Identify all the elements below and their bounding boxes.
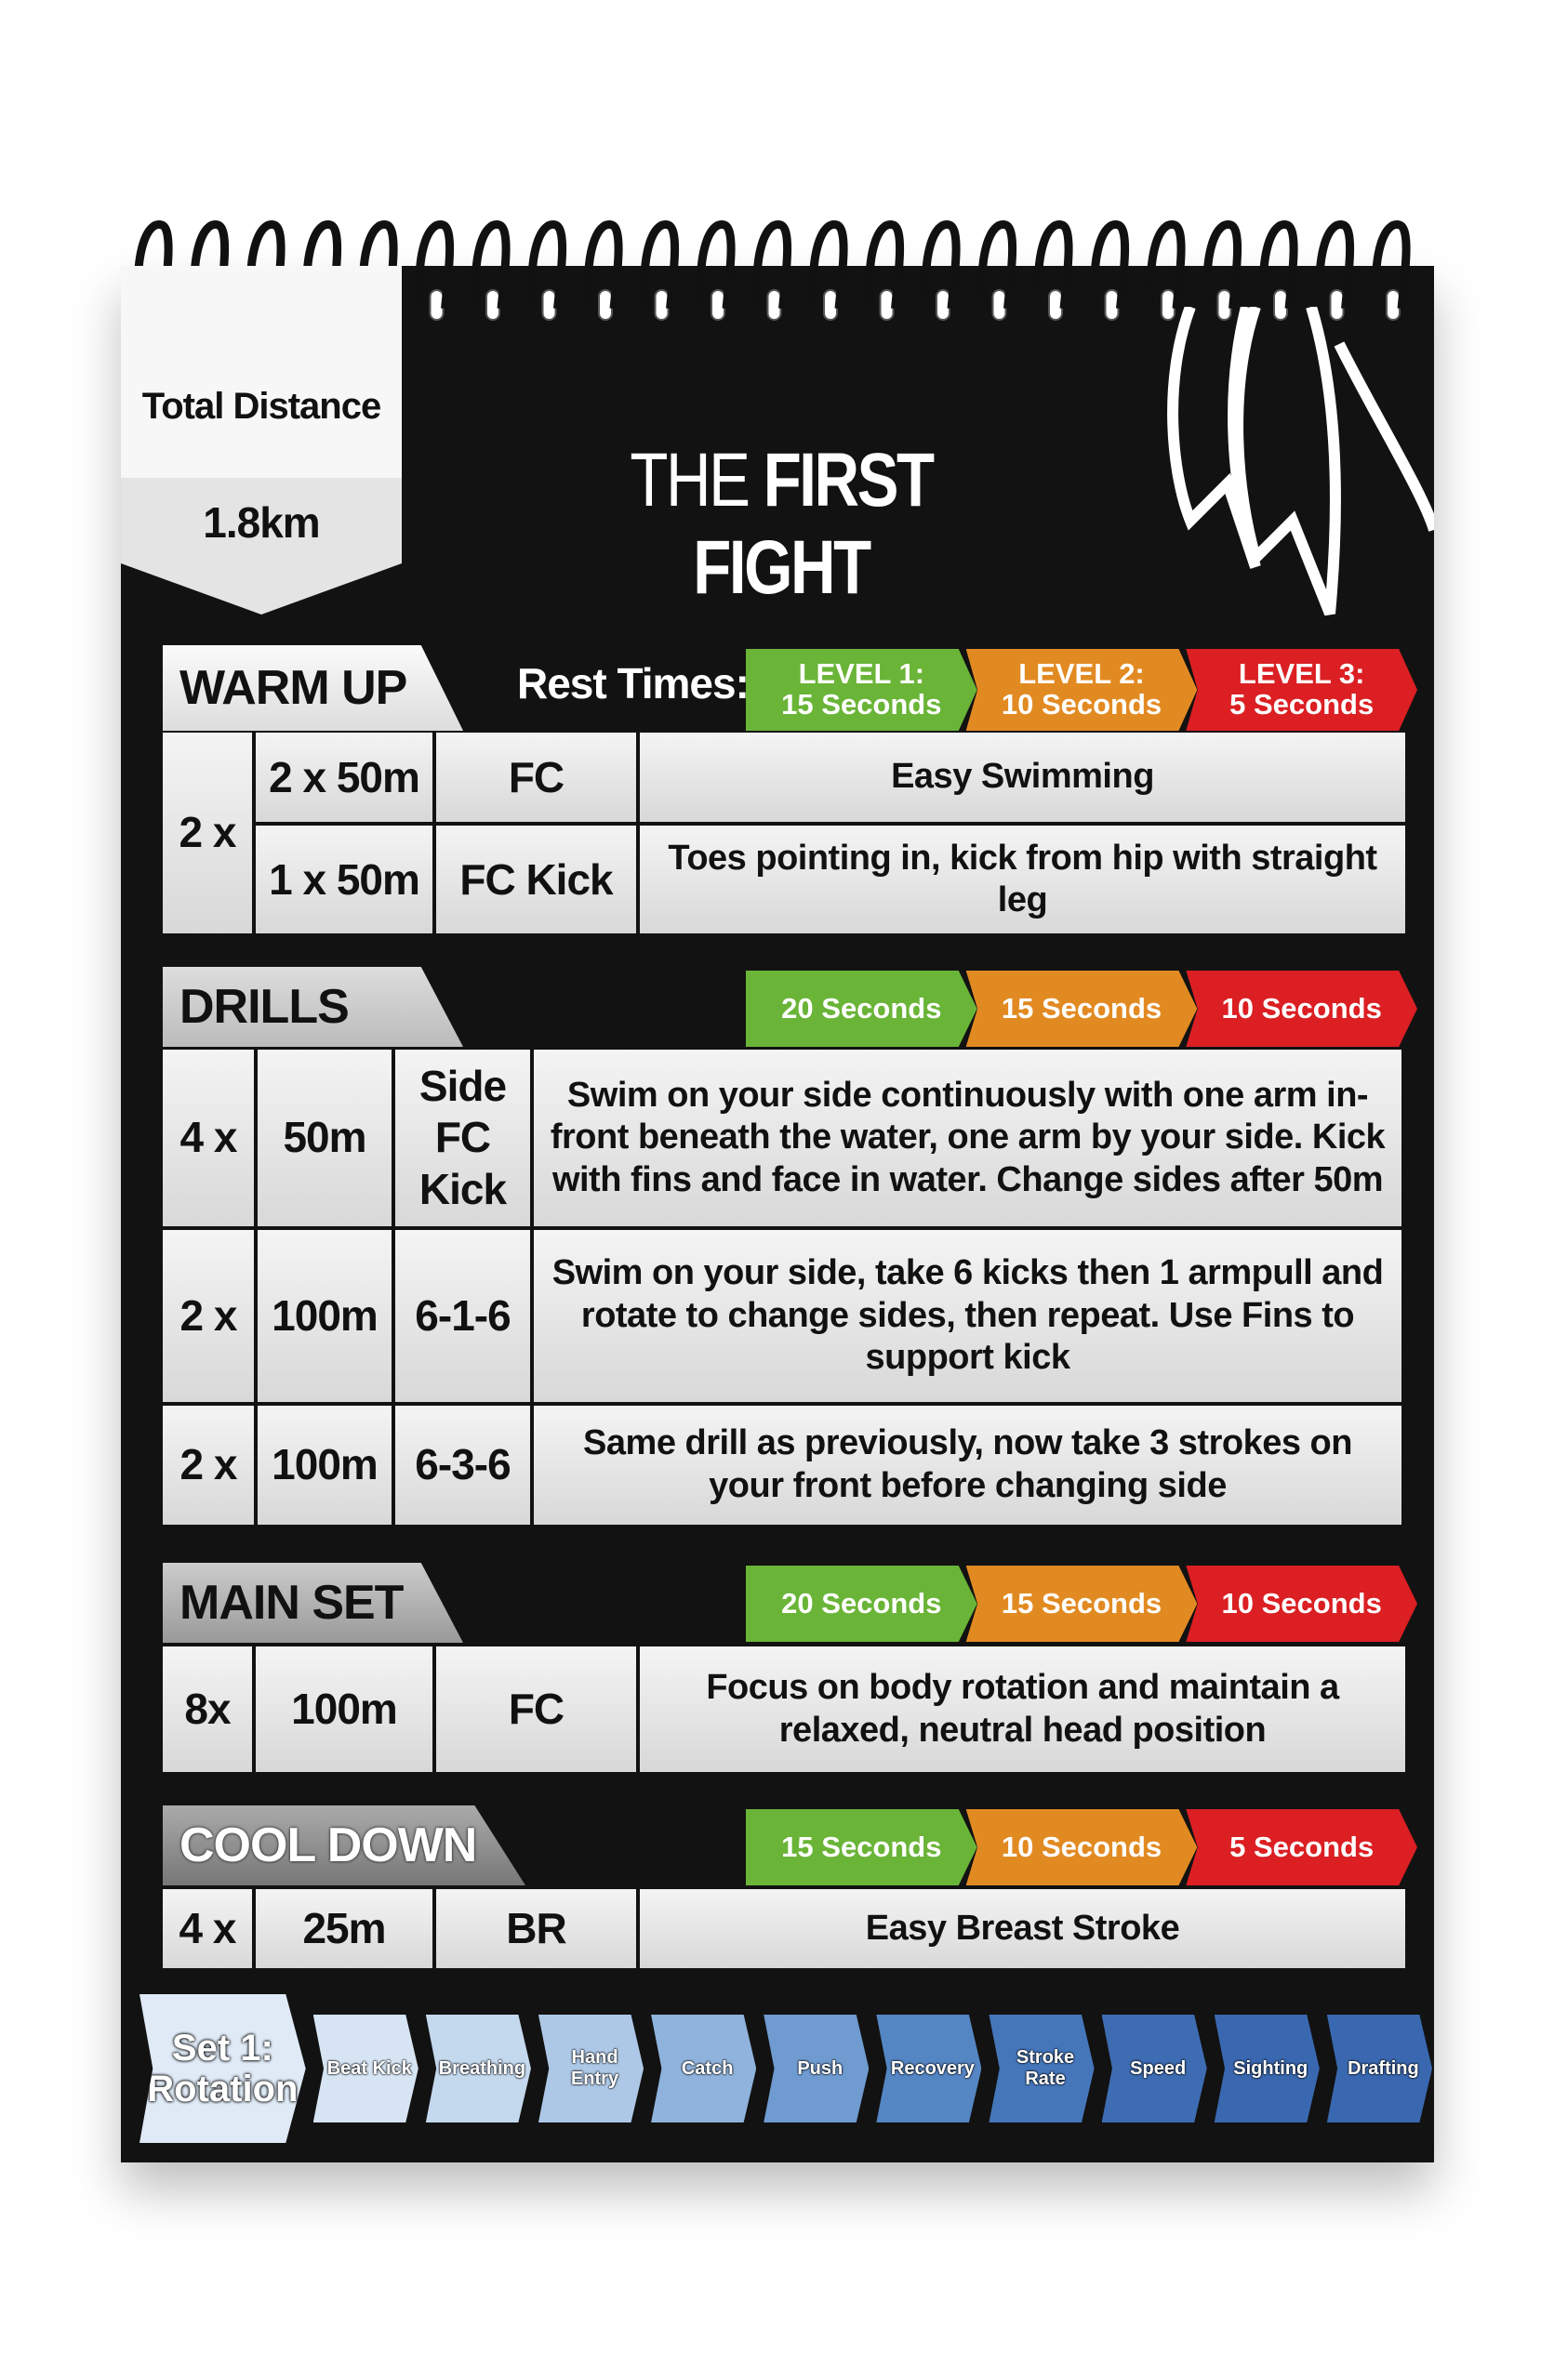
level-1-badge: 15 Seconds xyxy=(746,1809,977,1885)
level-1-badge: 20 Seconds xyxy=(746,971,977,1047)
drills-rest-levels: 20 Seconds 15 Seconds 10 Seconds xyxy=(746,971,1418,1047)
warm-up-stroke: FC xyxy=(436,733,636,823)
drill-name: 6-3-6 xyxy=(395,1406,530,1525)
skill-tab: Stroke Rate xyxy=(989,2015,1095,2122)
skill-progress-strip: Set 1: Rotation Beat Kick Breathing Hand E… xyxy=(139,1990,1432,2148)
spiral-ring xyxy=(640,220,680,321)
rest-times-label: Rest Times: xyxy=(517,659,750,707)
total-distance-value: 1.8km xyxy=(203,498,320,547)
spiral-ring xyxy=(922,220,961,321)
drill-desc: Swim on your side continuously with one … xyxy=(534,1050,1401,1226)
spiral-ring xyxy=(415,220,455,321)
level-3-badge: LEVEL 3: 5 Seconds xyxy=(1186,649,1418,731)
drill-multiplier: 2 x xyxy=(163,1230,254,1402)
level-2-badge: LEVEL 2: 10 Seconds xyxy=(965,649,1198,731)
main-set-stroke: FC xyxy=(436,1646,636,1772)
current-set-tab: Set 1: Rotation xyxy=(139,1994,306,2143)
skill-tab: Drafting xyxy=(1326,2015,1432,2122)
cool-down-header: COOL DOWN xyxy=(163,1805,525,1885)
drill-distance: 100m xyxy=(258,1406,392,1525)
main-set-desc: Focus on body rotation and maintain a re… xyxy=(640,1646,1405,1772)
level-2-badge: 15 Seconds xyxy=(965,1566,1198,1642)
cool-down-table: 4 x 25m BR Easy Breast Stroke xyxy=(163,1889,1405,1968)
cool-down-distance: 25m xyxy=(256,1889,432,1968)
drill-multiplier: 2 x xyxy=(163,1406,254,1525)
spiral-ring xyxy=(1372,220,1411,321)
warm-up-reps: 1 x 50m xyxy=(256,826,432,933)
level-2-badge: 10 Seconds xyxy=(965,1809,1198,1885)
ribbon-icon xyxy=(1167,307,1434,616)
title-bold: FIRST FIGHT xyxy=(693,438,935,610)
main-set-distance: 100m xyxy=(256,1646,432,1772)
cool-down-stroke: BR xyxy=(436,1889,636,1968)
drill-desc: Same drill as previously, now take 3 str… xyxy=(534,1406,1401,1525)
page-title: THE FIRST FIGHT xyxy=(538,437,1026,612)
skill-tab: Breathing xyxy=(425,2015,531,2122)
skill-tab: Sighting xyxy=(1214,2015,1320,2122)
warm-up-desc: Toes pointing in, kick from hip with str… xyxy=(640,826,1405,933)
skill-tab: Push xyxy=(764,2015,870,2122)
spiral-ring xyxy=(472,220,511,321)
drill-name: Side FC Kick xyxy=(395,1050,530,1226)
cool-down-desc: Easy Breast Stroke xyxy=(640,1889,1405,1968)
spiral-ring xyxy=(1259,220,1298,321)
warm-up-reps: 2 x 50m xyxy=(256,733,432,823)
level-1-badge: 20 Seconds xyxy=(746,1566,977,1642)
skill-tab: Speed xyxy=(1101,2015,1207,2122)
spiral-ring xyxy=(584,220,623,321)
level-3-badge: 10 Seconds xyxy=(1186,1566,1418,1642)
warm-up-stroke: FC Kick xyxy=(436,826,636,933)
warm-up-desc: Easy Swimming xyxy=(640,733,1405,823)
level-2-badge: 15 Seconds xyxy=(965,971,1198,1047)
main-set-multiplier: 8x xyxy=(163,1646,252,1772)
spiral-ring xyxy=(1090,220,1130,321)
skill-tab: Beat Kick xyxy=(312,2015,418,2122)
total-distance-badge xyxy=(121,266,402,615)
main-set-table: 8x 100m FC Focus on body rotation and ma… xyxy=(163,1646,1405,1772)
total-distance-label: Total Distance xyxy=(141,386,381,427)
drill-name: 6-1-6 xyxy=(395,1230,530,1402)
drill-desc: Swim on your side, take 6 kicks then 1 a… xyxy=(534,1230,1401,1402)
spiral-ring xyxy=(1315,220,1355,321)
spiral-ring xyxy=(865,220,905,321)
spiral-ring xyxy=(752,220,792,321)
title-light: THE xyxy=(630,438,750,522)
warm-up-rest-levels: LEVEL 1: 15 Seconds LEVEL 2: 10 Seconds LE… xyxy=(746,649,1418,731)
drill-distance: 50m xyxy=(258,1050,392,1226)
drills-header: DRILLS xyxy=(163,967,463,1047)
drill-distance: 100m xyxy=(258,1230,392,1402)
skill-tab: Hand Entry xyxy=(538,2015,644,2122)
spiral-ring xyxy=(1202,220,1242,321)
drills-table: 4 x 50m Side FC Kick Swim on your side c… xyxy=(163,1050,1401,1525)
main-set-rest-levels: 20 Seconds 15 Seconds 10 Seconds xyxy=(746,1566,1418,1642)
main-set-header: MAIN SET xyxy=(163,1563,463,1643)
spiral-ring xyxy=(809,220,848,321)
skill-tab: Recovery xyxy=(876,2015,982,2122)
cool-down-rest-levels: 15 Seconds 10 Seconds 5 Seconds xyxy=(746,1809,1418,1885)
skill-tab: Catch xyxy=(651,2015,757,2122)
warm-up-multiplier: 2 x xyxy=(163,733,252,933)
spiral-ring xyxy=(697,220,736,321)
cool-down-multiplier: 4 x xyxy=(163,1889,252,1968)
warm-up-header: WARM UP xyxy=(163,645,463,731)
spiral-ring xyxy=(1147,220,1186,321)
level-3-badge: 5 Seconds xyxy=(1186,1809,1418,1885)
level-1-badge: LEVEL 1: 15 Seconds xyxy=(746,649,977,731)
drill-multiplier: 4 x xyxy=(163,1050,254,1226)
spiral-ring xyxy=(527,220,567,321)
warm-up-table: 2 x 2 x 50m FC Easy Swimming 1 x 50m FC … xyxy=(163,733,1405,933)
spiral-ring xyxy=(1034,220,1073,321)
spiral-ring xyxy=(977,220,1017,321)
level-3-badge: 10 Seconds xyxy=(1186,971,1418,1047)
